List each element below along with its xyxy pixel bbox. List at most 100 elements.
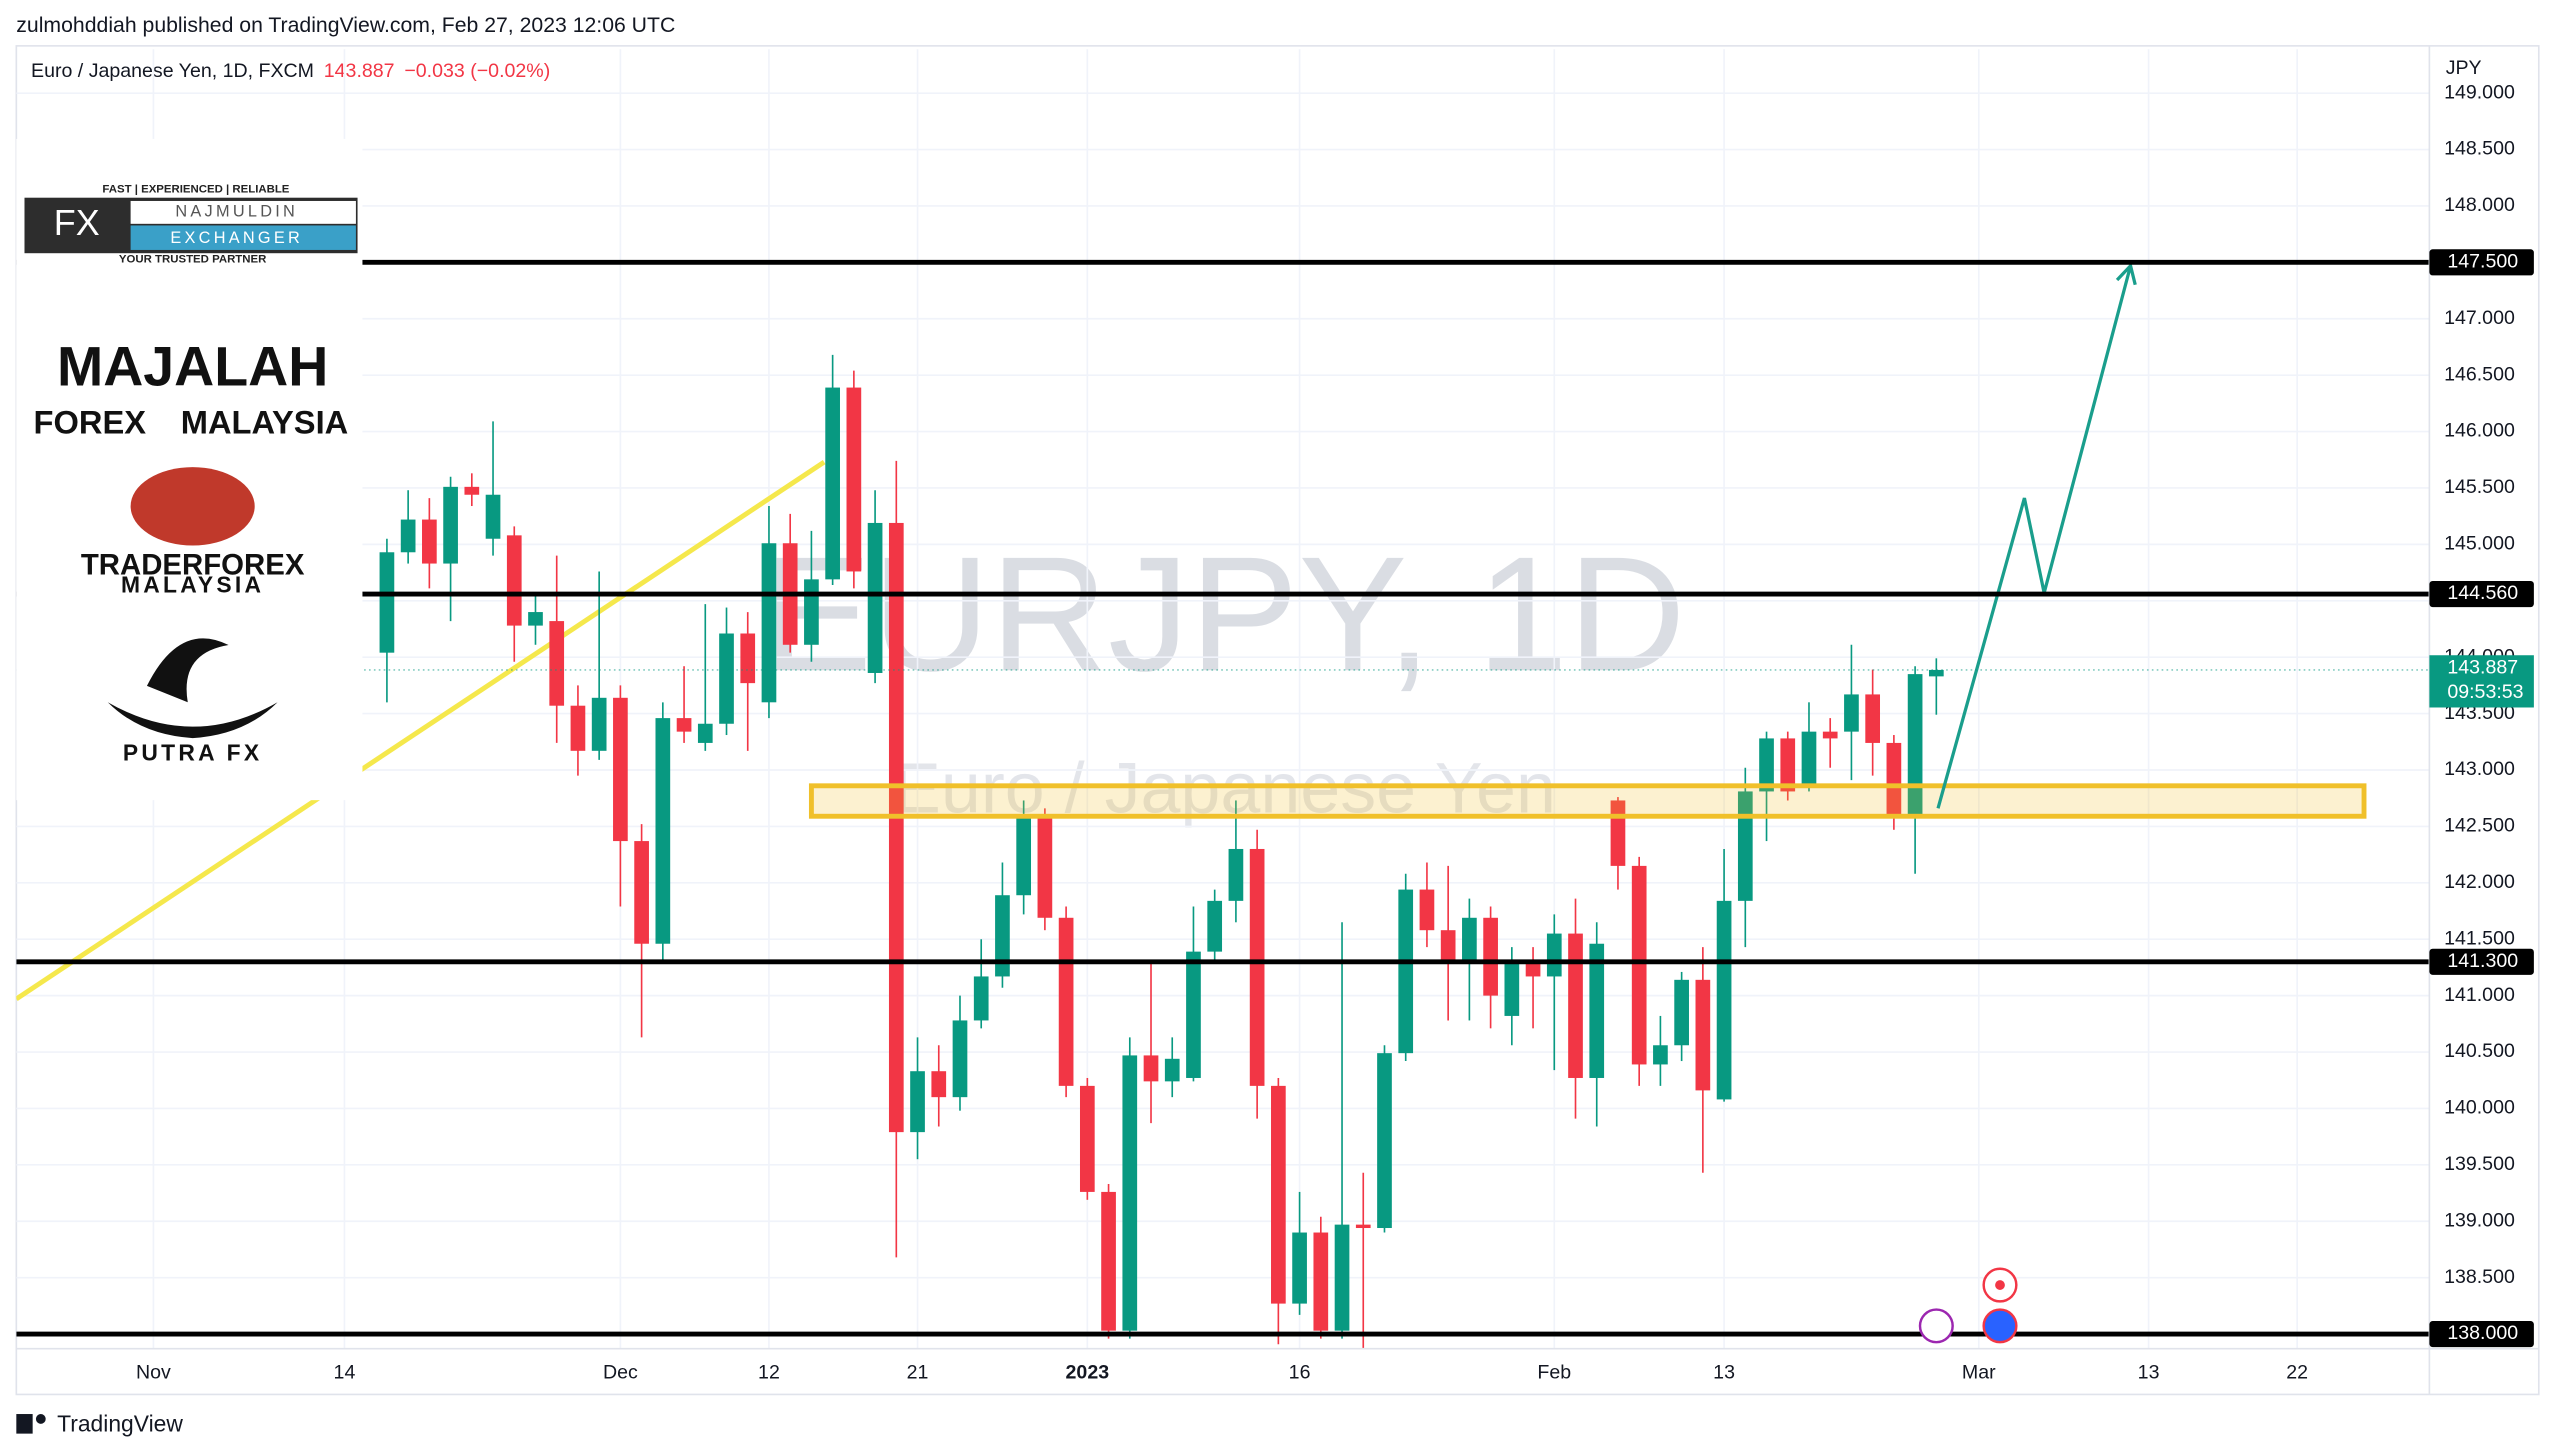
candle-body	[1058, 917, 1074, 1086]
logo-text: FOREX	[34, 403, 147, 440]
candle-body	[719, 633, 734, 724]
logo-text: PUTRA FX	[123, 739, 262, 765]
level-box	[2429, 1320, 2534, 1348]
last-price: 143.887	[324, 60, 395, 82]
y-tick-label: 148.500	[2444, 138, 2515, 160]
y-tick-label: 142.500	[2444, 815, 2515, 837]
y-tick-label: 141.000	[2444, 984, 2515, 1006]
candle-body	[995, 895, 1010, 977]
x-tick-label: Feb	[1537, 1361, 1571, 1383]
projection-arrow	[1936, 265, 2133, 809]
x-tick-label: 12	[758, 1361, 780, 1383]
y-tick-label: 138.500	[2444, 1266, 2515, 1288]
level-label: 138.000	[2447, 1322, 2518, 1344]
level-box	[2429, 948, 2534, 975]
candle-body	[506, 535, 522, 626]
logo-text: FAST | EXPERIENCED | RELIABLE	[102, 184, 289, 196]
candle-body	[825, 387, 840, 580]
candle-body	[1865, 694, 1881, 743]
candle-body	[1844, 694, 1859, 732]
logo-text: NAJMULDIN	[175, 203, 298, 221]
candle-body	[804, 579, 819, 645]
candle-body	[1716, 900, 1732, 1100]
trendline	[16, 459, 826, 1002]
y-tick-label: 146.000	[2444, 420, 2515, 442]
y-tick-label: 140.500	[2444, 1040, 2515, 1062]
candle-body	[1186, 951, 1201, 1078]
level-box	[2429, 580, 2534, 608]
candle-body	[910, 1071, 925, 1133]
y-tick-label: 142.000	[2444, 871, 2515, 893]
zone	[808, 783, 2367, 819]
logo-shape	[130, 225, 356, 250]
candle-body	[1440, 930, 1456, 961]
candle-body	[1822, 731, 1838, 739]
legend: Euro / Japanese Yen, 1D, FXCM 143.887 −0.0…	[31, 60, 550, 82]
candle-body	[1398, 889, 1414, 1054]
candle-body	[931, 1071, 947, 1098]
x-tick-label: 2023	[1066, 1361, 1110, 1383]
candle-body	[1504, 960, 1520, 1016]
flag-icon	[1982, 1308, 2018, 1344]
candle-body	[422, 519, 437, 564]
plot-area	[16, 49, 2430, 1349]
y-tick-label: 147.000	[2444, 307, 2515, 329]
countdown: 09:53:53	[2447, 681, 2523, 703]
candle-body	[443, 486, 458, 564]
candle-body	[1780, 738, 1796, 792]
y-tick-label: 139.500	[2444, 1153, 2515, 1175]
candle-body	[888, 522, 904, 1133]
candle-body	[846, 387, 862, 572]
tv-logo	[35, 1414, 46, 1424]
x-tick-label: 21	[907, 1361, 929, 1383]
candle-body	[1079, 1085, 1095, 1192]
logo-text: YOUR TRUSTED PARTNER	[119, 254, 266, 266]
candle-body	[613, 697, 628, 842]
candle-body	[1164, 1058, 1180, 1082]
candle-body	[1546, 933, 1562, 977]
x-tick-label: Dec	[603, 1361, 638, 1383]
candle-body	[464, 486, 480, 495]
candle-body	[1377, 1053, 1392, 1229]
brand: TradingView	[57, 1410, 183, 1436]
arrow-head	[2115, 262, 2137, 286]
candle-body	[697, 723, 713, 743]
x-tick-label: 14	[334, 1361, 356, 1383]
bottom-icons	[1918, 1267, 2018, 1344]
candle-body	[1016, 816, 1032, 896]
logo-panel: FAST | EXPERIENCED | RELIABLE FX NAJMULD…	[16, 138, 363, 801]
candle-body	[1292, 1232, 1307, 1304]
x-tick-label: 13	[1713, 1361, 1735, 1383]
candle-body	[1037, 816, 1053, 918]
published-line: zulmohddiah published on TradingView.com…	[16, 14, 675, 37]
candle-body	[400, 519, 416, 553]
logo-text: MAJALAH	[57, 335, 328, 397]
candle-body	[1568, 933, 1583, 1078]
candle-body	[1313, 1232, 1329, 1331]
flash-icon	[1918, 1308, 1954, 1344]
candle-body	[1143, 1055, 1159, 1082]
candle-body	[676, 718, 692, 732]
last-price-label: 143.887	[2447, 656, 2518, 678]
candle-body	[655, 718, 671, 944]
logo-shape	[130, 200, 356, 224]
level-box	[2429, 249, 2534, 276]
level-label: 144.560	[2447, 582, 2518, 604]
y-tick-label: 141.500	[2444, 927, 2515, 949]
x-tick-label: 16	[1289, 1361, 1311, 1383]
candle-body	[1122, 1055, 1138, 1331]
candle-body	[1525, 960, 1541, 977]
y-tick-label: 139.000	[2444, 1209, 2515, 1231]
candle-body	[591, 697, 607, 751]
candle-body	[867, 522, 883, 673]
candle-body	[761, 543, 777, 703]
candle-body	[1589, 943, 1605, 1078]
candle-body	[1737, 791, 1753, 901]
candle-body	[1631, 865, 1647, 1065]
candle-body	[1695, 979, 1711, 1091]
candle-body	[634, 841, 649, 944]
candle-body	[1653, 1045, 1668, 1065]
candle-body	[528, 612, 543, 626]
change: −0.033 (−0.02%)	[404, 60, 550, 82]
